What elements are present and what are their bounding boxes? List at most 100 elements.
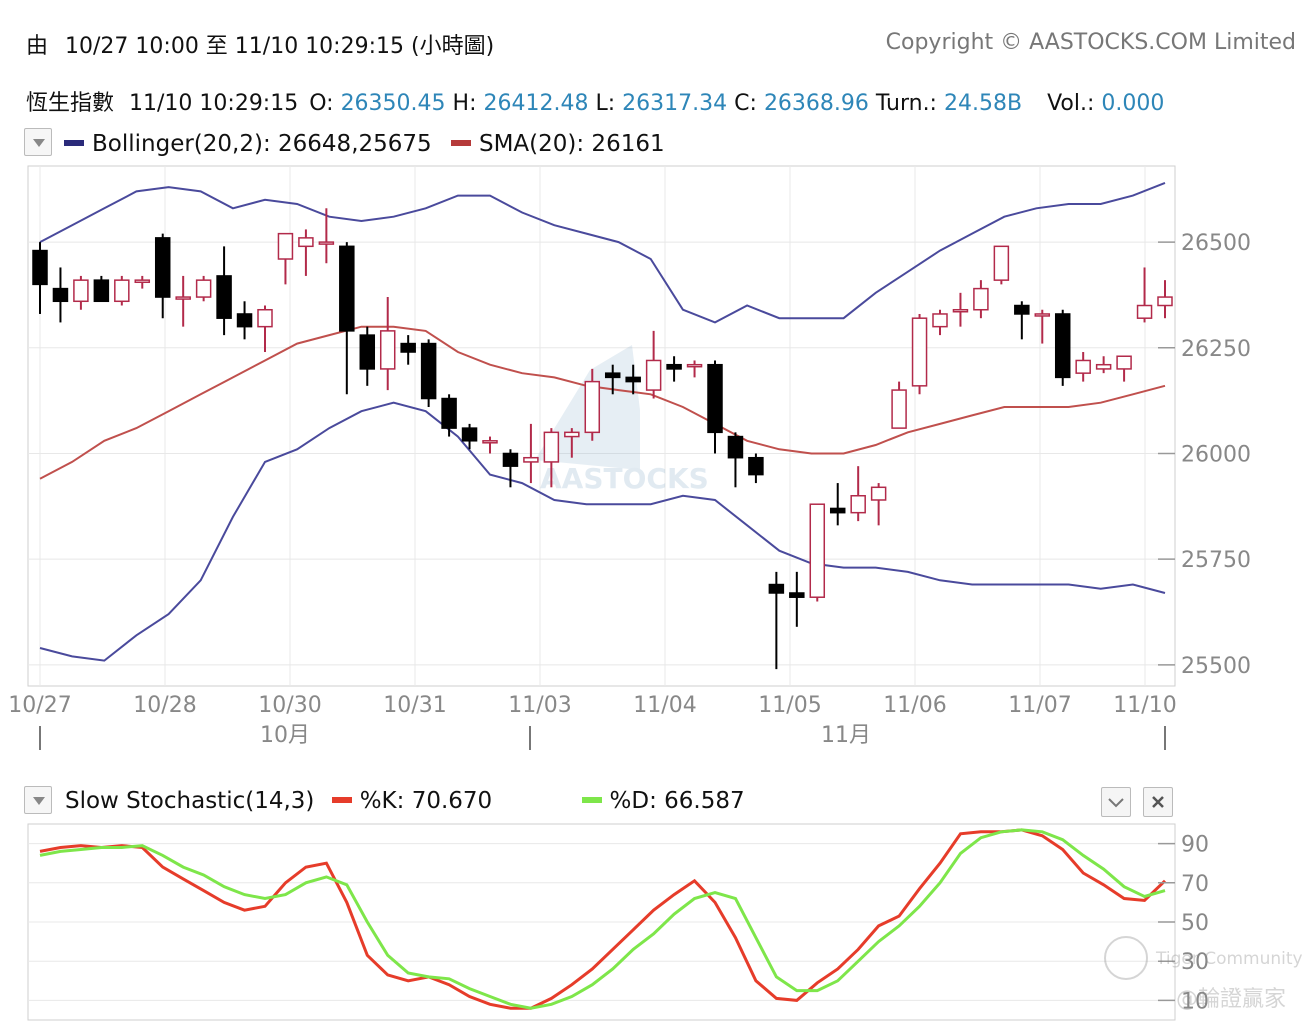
candle-up: [645, 359, 662, 391]
stochastic-chart[interactable]: 10 30 50 70 90 Tiger Community @輪證贏家: [0, 800, 1316, 1030]
stoch-title: Slow Stochastic(14,3): [65, 788, 315, 814]
candle-down: [400, 342, 416, 353]
quote-line: 恆生指數 11/10 10:29:15 O: 26350.45 H: 26412…: [26, 85, 1164, 117]
collapse-panel-button[interactable]: [1101, 787, 1131, 817]
candle-up: [523, 456, 539, 463]
low-value: 26317.34: [622, 91, 728, 116]
copyright: Copyright © AASTOCKS.COM Limited: [885, 30, 1296, 55]
index-name: 恆生指數: [26, 91, 115, 116]
main-indicator-dropdown[interactable]: [24, 128, 52, 156]
k-swatch: [331, 796, 352, 803]
candle-down: [441, 397, 457, 429]
candle-up: [195, 279, 212, 298]
price-ytick-label: 25500: [1181, 654, 1251, 679]
date-label: 10/27: [8, 693, 71, 718]
date-label: 10/31: [383, 693, 446, 718]
date-label: 11/06: [883, 693, 946, 718]
date-label: 11/03: [508, 693, 571, 718]
range-text: 10/27 10:00 至 11/10 10:29:15 (小時圖): [65, 34, 495, 59]
k-legend: %K: 70.670: [359, 788, 493, 814]
sma-line: [39, 325, 1166, 480]
close-panel-button[interactable]: [1143, 787, 1173, 817]
candle-down: [32, 249, 48, 286]
candle-up: [318, 241, 335, 245]
candle-up: [482, 440, 498, 444]
price-ytick-label: 26500: [1181, 231, 1251, 256]
stoch-ytick-label: 90: [1181, 833, 1209, 858]
turnover-value: 24.58B: [943, 91, 1023, 116]
candle-down: [420, 342, 437, 400]
candle-down: [789, 592, 805, 598]
candle-up: [298, 237, 314, 248]
close-value: 26368.96: [763, 91, 869, 116]
date-label: 11/04: [633, 693, 696, 718]
candle-up: [1034, 313, 1051, 317]
stoch-ytick-label: 10: [1181, 989, 1209, 1014]
candle-down: [236, 313, 253, 328]
candle-up: [952, 308, 969, 313]
candle-up: [932, 313, 948, 328]
low-label: L:: [595, 91, 616, 116]
candle-up: [1075, 359, 1091, 374]
watermark-text: AASTOCKS: [540, 462, 709, 495]
candle-down: [359, 334, 376, 370]
k-line: [39, 828, 1167, 1010]
candle-down: [93, 279, 110, 303]
candle-up: [277, 232, 294, 260]
stoch-ytick-label: 30: [1181, 950, 1209, 975]
candle-up: [1136, 304, 1153, 319]
turnover-label: Turn.:: [875, 91, 937, 116]
candle-down: [1054, 313, 1071, 379]
date-label: 10/30: [258, 693, 321, 718]
candle-up: [73, 279, 89, 303]
candle-down: [339, 245, 355, 332]
candle-up: [543, 431, 560, 463]
main-legend: Bollinger(20,2): 26648,25675 SMA(20): 26…: [64, 131, 665, 157]
candle-up: [891, 389, 907, 429]
bollinger-legend: Bollinger(20,2): 26648,25675: [92, 131, 432, 157]
stoch-indicator-dropdown[interactable]: [24, 786, 52, 814]
candle-up: [809, 503, 826, 598]
user-watermark-text: @輪證贏家: [1176, 987, 1286, 1012]
stoch-ytick-label: 70: [1181, 872, 1209, 897]
bollinger-lower-line: [39, 401, 1166, 662]
candle-down: [154, 237, 171, 298]
d-legend: %D: 66.587: [609, 788, 745, 814]
candle-down: [625, 376, 641, 383]
candle-down: [1014, 304, 1030, 315]
date-label: 11/07: [1008, 693, 1071, 718]
range-prefix: 由: [26, 34, 49, 59]
stoch-legend: Slow Stochastic(14,3) %K: 70.670 %D: 66.…: [65, 788, 745, 814]
price-ytick-label: 26000: [1181, 442, 1251, 467]
close-icon: [1152, 796, 1164, 808]
candle-down: [727, 435, 744, 459]
candle-up: [850, 495, 866, 514]
candle-down: [52, 287, 69, 303]
volume-label: Vol.:: [1047, 91, 1095, 116]
candle-up: [870, 486, 887, 501]
tiger-watermark-text: Tiger Community: [1155, 949, 1303, 969]
volume-value: 0.000: [1101, 91, 1165, 116]
candle-up: [175, 296, 191, 300]
candle-up: [1095, 363, 1112, 370]
tiger-community-watermark: Tiger Community @輪證贏家: [1104, 936, 1303, 1012]
candle-up: [134, 279, 151, 284]
open-label: O:: [309, 91, 334, 116]
candle-up: [993, 245, 1010, 281]
candle-down: [748, 456, 764, 476]
candle-down: [604, 372, 621, 379]
candle-down: [707, 363, 723, 434]
candle-up: [1157, 296, 1173, 307]
candle-up: [584, 380, 601, 434]
bollinger-upper-line: [39, 181, 1166, 324]
d-line: [39, 828, 1166, 1010]
price-chart[interactable]: AASTOCKS 25500 25750 26000 26250 26500 10/27…: [0, 0, 1316, 760]
sma-swatch: [450, 139, 471, 146]
date-label: 10/28: [133, 693, 196, 718]
open-value: 26350.45: [340, 91, 446, 116]
month-label: 10月: [260, 723, 310, 748]
candle-up: [1116, 355, 1132, 370]
candle-up: [911, 317, 928, 387]
price-ytick-label: 25750: [1181, 548, 1251, 573]
chevron-down-icon: [1108, 798, 1124, 808]
